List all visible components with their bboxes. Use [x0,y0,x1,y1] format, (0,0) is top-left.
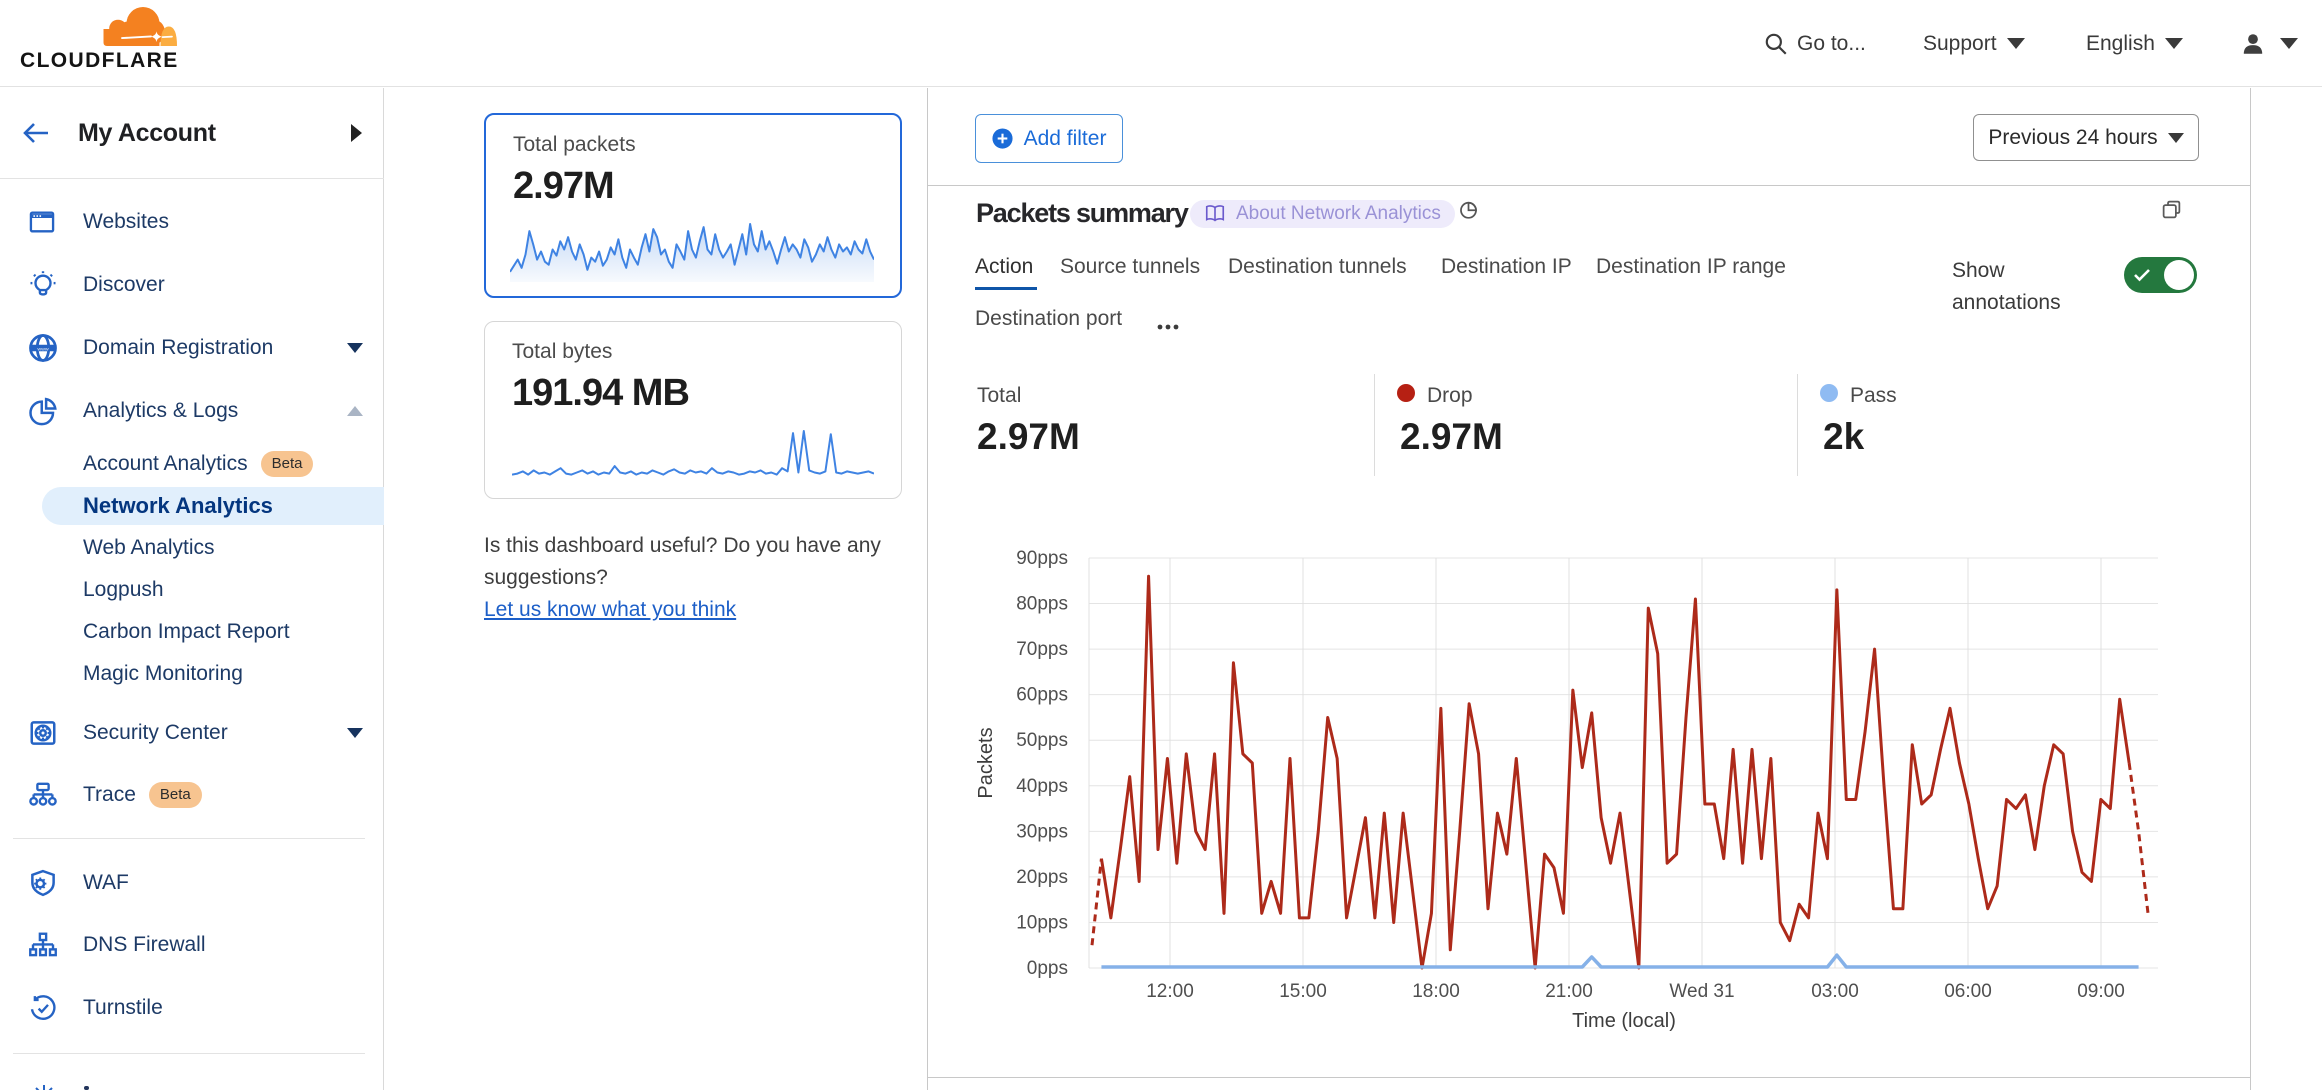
svg-text:70pps: 70pps [1016,639,1068,660]
svg-text:80pps: 80pps [1016,594,1068,615]
svg-text:20pps: 20pps [1016,867,1068,888]
svg-text:15:00: 15:00 [1279,981,1327,1002]
svg-text:12:00: 12:00 [1146,981,1194,1002]
svg-text:06:00: 06:00 [1944,981,1992,1002]
svg-text:0pps: 0pps [1027,958,1068,979]
svg-text:21:00: 21:00 [1545,981,1593,1002]
svg-text:40pps: 40pps [1016,776,1068,797]
svg-text:30pps: 30pps [1016,821,1068,842]
svg-text:18:00: 18:00 [1412,981,1460,1002]
svg-text:60pps: 60pps [1016,685,1068,706]
svg-text:10pps: 10pps [1016,912,1068,933]
svg-text:Time (local): Time (local) [1572,1010,1676,1032]
svg-text:Wed 31: Wed 31 [1669,981,1734,1002]
svg-text:90pps: 90pps [1016,548,1068,569]
svg-text:WWW: WWW [37,346,49,351]
svg-text:50pps: 50pps [1016,730,1068,751]
svg-text:09:00: 09:00 [2077,981,2125,1002]
svg-text:03:00: 03:00 [1811,981,1859,1002]
svg-text:Packets: Packets [975,727,997,798]
